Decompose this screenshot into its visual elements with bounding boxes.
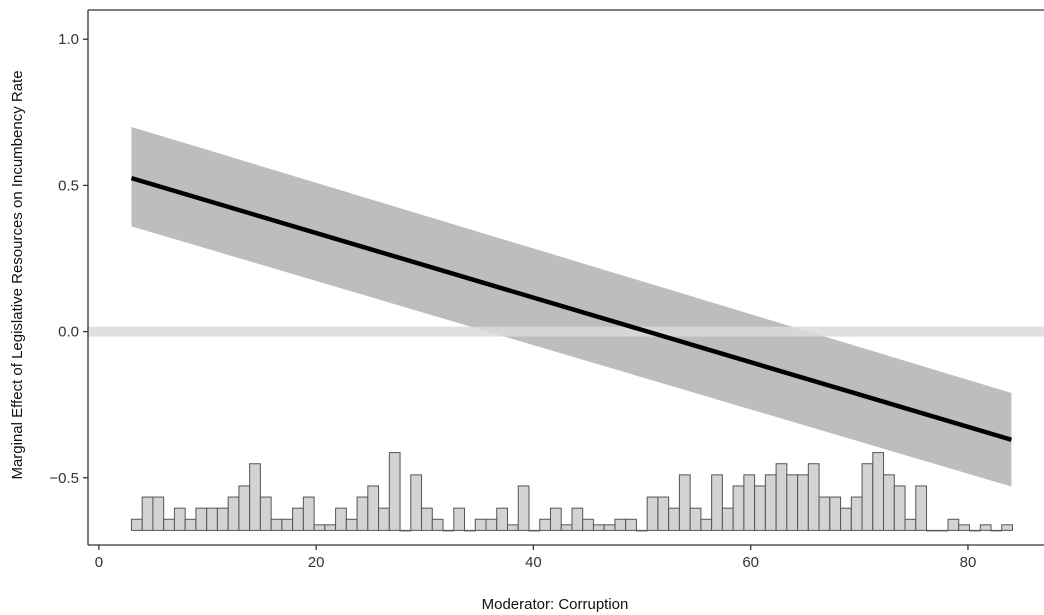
histogram-bar bbox=[238, 485, 251, 531]
histogram-bar bbox=[754, 485, 766, 531]
histogram-bar bbox=[732, 485, 745, 531]
histogram-bar bbox=[926, 529, 938, 532]
histogram-bar bbox=[818, 496, 831, 531]
histogram-bar bbox=[378, 507, 390, 531]
histogram-bar bbox=[431, 518, 444, 531]
histogram-bar bbox=[506, 524, 519, 531]
marginal-effect-line bbox=[130, 175, 1013, 442]
histogram-bar bbox=[861, 463, 874, 531]
x-tick-label: 0 bbox=[95, 554, 103, 571]
histogram-bar bbox=[571, 507, 584, 531]
histogram-bar bbox=[388, 452, 401, 531]
y-tick-label: 1.0 bbox=[58, 31, 79, 48]
histogram-bar bbox=[485, 518, 498, 531]
histogram-bar bbox=[883, 474, 895, 531]
y-tick-label: 0.5 bbox=[58, 177, 79, 194]
histogram-bar bbox=[614, 518, 627, 531]
histogram-bar bbox=[324, 524, 337, 531]
histogram-bar bbox=[904, 518, 917, 531]
histogram-bar bbox=[141, 496, 154, 531]
histogram-bar bbox=[721, 507, 734, 531]
histogram-bar bbox=[270, 518, 283, 531]
histogram-bar bbox=[893, 485, 906, 531]
histogram-bar bbox=[195, 507, 208, 531]
histogram-bar bbox=[958, 524, 970, 531]
histogram-bar bbox=[947, 518, 960, 531]
histogram-bar bbox=[496, 507, 508, 531]
histogram-bar bbox=[442, 529, 455, 532]
y-axis-title: Marginal Effect of Legislative Resources… bbox=[9, 70, 26, 479]
histogram-bar bbox=[367, 485, 380, 531]
histogram-bar bbox=[453, 507, 466, 531]
histogram-bar bbox=[872, 452, 885, 531]
x-tick-label: 60 bbox=[742, 554, 759, 571]
histogram-bar bbox=[184, 518, 197, 531]
histogram-bar bbox=[474, 518, 487, 531]
histogram-bar bbox=[807, 463, 820, 531]
histogram-bar bbox=[130, 518, 143, 531]
histogram-bar bbox=[345, 518, 358, 531]
histogram-layer bbox=[130, 452, 1013, 532]
histogram-bar bbox=[560, 524, 573, 531]
histogram-bar bbox=[775, 463, 788, 531]
histogram-bar bbox=[549, 507, 562, 531]
histogram-bar bbox=[668, 507, 680, 531]
histogram-bar bbox=[979, 524, 992, 531]
histogram-bar bbox=[421, 507, 433, 531]
histogram-bar bbox=[592, 524, 605, 531]
histogram-bar bbox=[281, 518, 294, 531]
histogram-bar bbox=[936, 529, 949, 532]
histogram-bar bbox=[786, 474, 799, 531]
y-tick-label: 0.0 bbox=[58, 324, 79, 341]
histogram-bar bbox=[313, 524, 326, 531]
histogram-bar bbox=[850, 496, 863, 531]
histogram-bar bbox=[259, 496, 272, 531]
histogram-bar bbox=[711, 474, 723, 531]
histogram-bar bbox=[743, 474, 756, 531]
histogram-bar bbox=[517, 485, 530, 531]
histogram-bar bbox=[646, 496, 659, 531]
histogram-bar bbox=[657, 496, 670, 531]
histogram-bar bbox=[990, 529, 1003, 532]
histogram-bar bbox=[528, 529, 541, 532]
effect-line-layer bbox=[130, 175, 1013, 442]
histogram-bar bbox=[968, 529, 981, 532]
histogram-bar bbox=[678, 474, 691, 531]
histogram-bar bbox=[227, 496, 240, 531]
histogram-bar bbox=[700, 518, 713, 531]
histogram-bar bbox=[582, 518, 594, 531]
histogram-bar bbox=[302, 496, 315, 531]
histogram-bar bbox=[915, 485, 928, 531]
histogram-bar bbox=[410, 474, 423, 531]
histogram-bar bbox=[206, 507, 218, 531]
y-tick-label: −0.5 bbox=[49, 470, 79, 487]
histogram-bar bbox=[356, 496, 369, 531]
histogram-bar bbox=[163, 518, 175, 531]
histogram-bar bbox=[797, 474, 809, 531]
histogram-bar bbox=[464, 529, 476, 532]
x-tick-label: 80 bbox=[960, 554, 977, 571]
histogram-bar bbox=[603, 524, 616, 531]
histogram-bar bbox=[840, 507, 852, 531]
histogram-bar bbox=[1001, 524, 1013, 531]
histogram-bar bbox=[829, 496, 842, 531]
tick-labels-layer: −0.5 0.0 0.5 1.0 0 20 40 60 80 bbox=[49, 31, 976, 571]
histogram-bar bbox=[216, 507, 229, 531]
histogram-bar bbox=[399, 529, 412, 532]
x-axis-title: Moderator: Corruption bbox=[482, 596, 629, 613]
histogram-bar bbox=[173, 507, 186, 531]
histogram-bar bbox=[152, 496, 165, 531]
x-tick-label: 20 bbox=[308, 554, 325, 571]
histogram-bar bbox=[249, 463, 261, 531]
histogram-bar bbox=[635, 529, 648, 532]
histogram-bar bbox=[625, 518, 637, 531]
histogram-bar bbox=[335, 507, 347, 531]
x-tick-label: 40 bbox=[525, 554, 542, 571]
histogram-bar bbox=[764, 474, 777, 531]
histogram-bar bbox=[292, 507, 304, 531]
histogram-bar bbox=[689, 507, 702, 531]
axes-layer bbox=[83, 9, 1044, 550]
histogram-bar bbox=[539, 518, 551, 531]
